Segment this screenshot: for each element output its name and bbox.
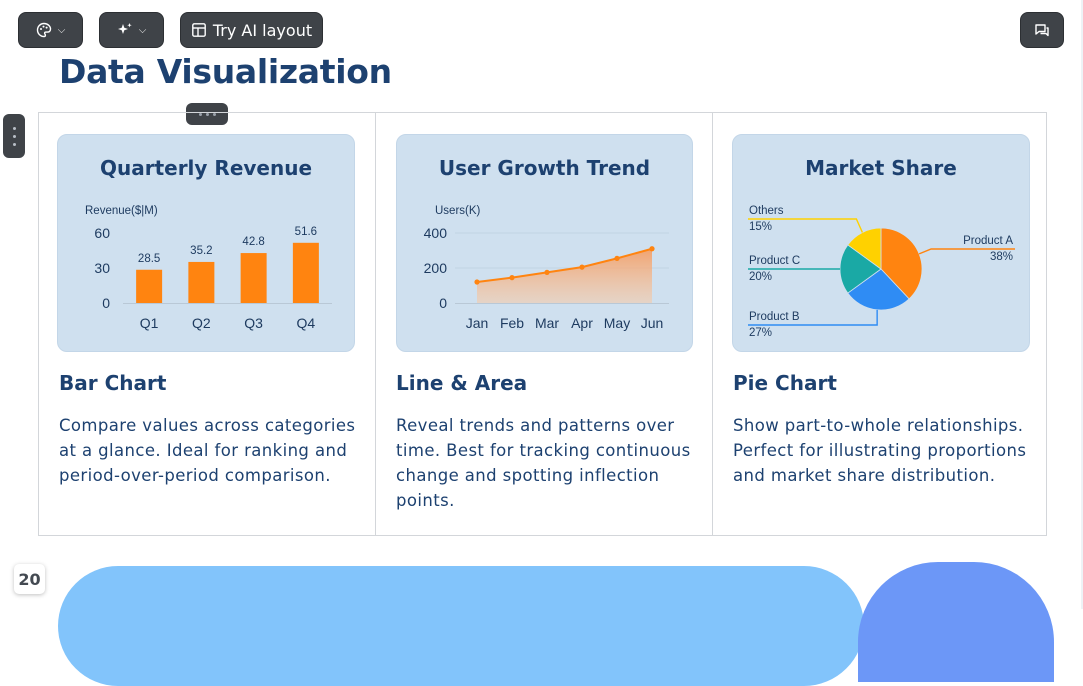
page-edge — [1081, 0, 1083, 609]
pie-chart-column: Market Share Product A 38% Product B 27% Pro… — [712, 113, 1047, 535]
chevron-down-icon: ⌵ — [57, 24, 66, 36]
bar-chart-heading: Bar Chart — [59, 371, 167, 395]
bar-x-tick-label: Q3 — [244, 315, 263, 331]
bar-data-label: 42.8 — [242, 236, 264, 248]
line-point — [474, 279, 480, 285]
line-chart-title: User Growth Trend — [438, 156, 651, 180]
block-drag-handle[interactable] — [186, 103, 228, 125]
theme-dropdown-button[interactable]: ⌵ — [18, 12, 83, 48]
pie-chart: Product A 38% Product B 27% Product C 20% Othe… — [748, 205, 1015, 339]
line-y-tick-label: 200 — [424, 260, 448, 276]
line-x-tick-label: Jan — [466, 315, 489, 331]
next-slide-accent-shape — [858, 562, 1054, 682]
area-chart: Users(K) 0 200 400 Jan Feb Mar Apr May Jun — [424, 205, 669, 331]
pie-chart-description: Show part-to-whole relationships. Perfec… — [733, 416, 1027, 485]
line-chart-column: User Growth Trend Users(K) 0 200 400 Jan Feb… — [375, 113, 713, 535]
line-chart-description: Reveal trends and patterns over time. Be… — [396, 416, 691, 510]
next-slide-shape — [58, 566, 864, 686]
bar-y-axis-label: Revenue($|M) — [85, 205, 158, 217]
line-chart-heading: Line & Area — [396, 371, 528, 395]
bar-data-label: 35.2 — [190, 245, 212, 257]
ai-magic-dropdown-button[interactable]: ⌵ — [99, 12, 164, 48]
bar — [292, 242, 319, 303]
pie-slice — [880, 227, 923, 300]
bar-x-tick-label: Q4 — [297, 315, 316, 331]
series-line — [476, 247, 653, 283]
pie-slice — [847, 268, 910, 311]
bar-chart-column: Quarterly Revenue Revenue($|M) 0 30 60 28.5… — [39, 113, 375, 535]
pie-chart-heading: Pie Chart — [733, 371, 837, 395]
page-number-badge: 20 — [14, 564, 45, 594]
bar — [240, 253, 267, 303]
slide-drag-handle[interactable] — [3, 114, 25, 158]
bar-chart-description: Compare values across categories at a gl… — [59, 416, 356, 485]
pie-label-name: Others — [749, 205, 784, 217]
bar-chart-card: Quarterly Revenue Revenue($|M) 0 30 60 28.5… — [57, 134, 355, 352]
pie-chart-title: Market Share — [805, 156, 957, 180]
line-x-tick-label: Mar — [535, 315, 559, 331]
line-chart-card: User Growth Trend Users(K) 0 200 400 Jan Feb… — [396, 134, 693, 352]
bar-x-tick-label: Q1 — [140, 315, 159, 331]
line-point — [649, 246, 655, 252]
chat-icon — [1035, 24, 1049, 37]
pie-label-percent: 27% — [749, 327, 772, 339]
line-point — [614, 255, 620, 261]
bar-data-label: 51.6 — [295, 226, 317, 238]
pie-label-name: Product C — [749, 255, 800, 267]
sparkle-icon — [117, 23, 132, 34]
line-x-tick-label: Jun — [641, 315, 664, 331]
bar-y-tick-label: 30 — [94, 260, 110, 276]
pie-label-percent: 15% — [749, 221, 772, 233]
pie-label-percent: 38% — [990, 251, 1013, 263]
layout-icon — [191, 23, 206, 37]
bar — [136, 269, 163, 303]
line-y-tick-label: 0 — [439, 295, 447, 311]
bar-chart: Revenue($|M) 0 30 60 28.5 Q1 35.2 Q2 42.8 Q3 51.6… — [85, 205, 332, 331]
line-point — [509, 275, 515, 281]
palette-icon — [36, 22, 51, 38]
line-y-tick-label: 400 — [424, 225, 448, 241]
chevron-down-icon: ⌵ — [138, 24, 147, 36]
visualization-grid: Quarterly Revenue Revenue($|M) 0 30 60 28.5… — [38, 112, 1047, 536]
page-title: Data Visualization — [59, 52, 392, 91]
comments-button[interactable] — [1020, 12, 1064, 48]
line-x-tick-label: Apr — [571, 315, 593, 331]
line-x-tick-label: May — [604, 315, 630, 331]
pie-label-percent: 20% — [749, 271, 772, 283]
pie-chart-card: Market Share Product A 38% Product B 27% Pro… — [732, 134, 1030, 352]
pie-label-name: Product B — [749, 311, 800, 323]
pie-leader-line — [918, 248, 1015, 255]
try-ai-layout-label: Try AI layout — [212, 20, 313, 40]
line-point — [544, 269, 550, 275]
bar-data-label: 28.5 — [138, 253, 160, 265]
bar — [188, 261, 215, 303]
bar-x-tick-label: Q2 — [192, 315, 211, 331]
pie-leader-line — [748, 218, 864, 233]
line-y-axis-label: Users(K) — [435, 205, 481, 217]
area-fill — [477, 248, 652, 303]
pie-label-name: Product A — [963, 235, 1013, 247]
bar-y-tick-label: 60 — [94, 225, 110, 241]
pie-leader-line — [748, 309, 878, 326]
try-ai-layout-button[interactable]: Try AI layout — [180, 12, 323, 48]
line-point — [579, 264, 585, 270]
line-x-tick-label: Feb — [500, 315, 524, 331]
bar-chart-title: Quarterly Revenue — [99, 156, 313, 180]
bar-y-tick-label: 0 — [102, 295, 110, 311]
